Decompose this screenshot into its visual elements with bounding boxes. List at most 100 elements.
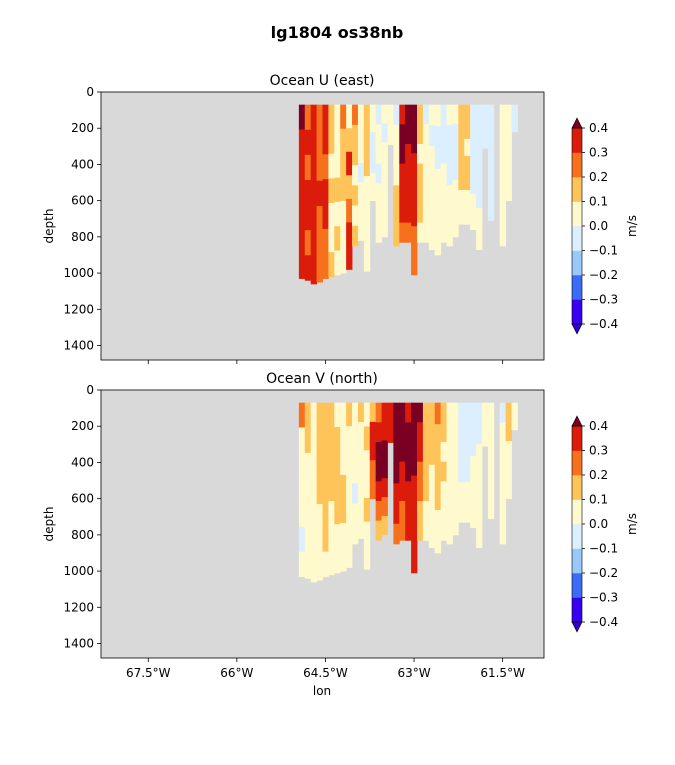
data-cell <box>422 202 430 224</box>
data-cell <box>393 185 400 206</box>
data-cell <box>452 180 459 200</box>
data-cell <box>298 104 306 130</box>
data-cell <box>375 163 382 184</box>
colorbar-tick-label: −0.2 <box>589 268 618 282</box>
y-tick-label: 400 <box>71 455 94 469</box>
colorbar: −0.4 −0.3 −0.2 −0.1 0.0 0.1 0.2 0.3 0.4 <box>571 415 618 633</box>
data-cell <box>422 144 430 165</box>
data-cell <box>298 427 306 453</box>
data-cell <box>452 199 459 219</box>
data-cell <box>363 402 371 427</box>
data-cell <box>304 503 312 529</box>
data-cell <box>298 452 306 478</box>
data-cell <box>310 402 317 429</box>
data-cell <box>357 221 365 241</box>
data-cell <box>328 476 335 502</box>
data-cell <box>393 443 400 464</box>
data-cell <box>464 190 471 208</box>
y-tick-label: 1400 <box>63 637 94 651</box>
data-cell <box>393 523 400 545</box>
data-cell <box>393 402 400 424</box>
data-cell <box>346 222 353 247</box>
data-cell <box>405 104 412 125</box>
data-cell <box>499 205 507 227</box>
data-cell <box>393 205 400 227</box>
data-cell <box>298 204 306 230</box>
data-cell <box>411 402 418 428</box>
colorbar-label: m/s <box>625 513 639 535</box>
data-cell <box>422 222 430 243</box>
data-cell <box>334 153 341 179</box>
data-cell <box>434 126 442 149</box>
data-cell <box>476 104 483 126</box>
data-cell <box>505 402 512 423</box>
data-cell <box>316 231 323 258</box>
data-cell <box>440 461 447 482</box>
data-cell <box>304 230 312 256</box>
data-cell <box>476 187 483 209</box>
data-cell <box>363 497 371 523</box>
data-cell <box>363 247 371 272</box>
data-cell <box>481 104 489 127</box>
data-cell <box>352 402 359 424</box>
y-axis-ticks: 0 200 400 600 800 1000 1200 1400 <box>63 85 101 353</box>
data-cell <box>322 477 329 503</box>
data-cell <box>434 190 442 213</box>
data-cell <box>304 104 312 131</box>
data-cell <box>446 523 453 545</box>
data-cell <box>352 463 359 484</box>
data-cell <box>328 104 335 130</box>
data-cell <box>476 526 483 548</box>
colorbar-segment <box>572 475 582 500</box>
data-cell <box>387 422 394 443</box>
data-cell <box>328 402 335 428</box>
colorbar-tick-label: 0.3 <box>589 146 608 160</box>
data-cell <box>458 462 465 483</box>
data-cell <box>334 128 341 154</box>
data-cell <box>375 183 382 204</box>
data-cell <box>369 460 377 480</box>
data-cell <box>458 172 465 191</box>
data-cell <box>499 145 507 166</box>
data-cell <box>310 479 317 506</box>
data-cell <box>316 453 323 480</box>
data-cell <box>481 424 489 447</box>
data-cell <box>381 161 388 181</box>
data-cell <box>446 185 453 206</box>
data-cell <box>316 402 323 429</box>
data-cell <box>310 232 317 259</box>
data-cell <box>446 463 453 484</box>
data-cell <box>458 121 465 140</box>
data-cell <box>440 481 447 502</box>
data-cell <box>440 520 447 541</box>
data-cell <box>352 104 359 126</box>
data-cell <box>511 402 518 431</box>
data-cell <box>422 104 430 125</box>
data-cell <box>458 482 465 503</box>
data-cell <box>417 104 424 125</box>
data-cell <box>440 124 447 145</box>
data-cell <box>322 526 329 553</box>
data-cell <box>476 228 483 250</box>
data-cell <box>505 460 512 480</box>
data-cell <box>499 124 507 146</box>
data-cell <box>316 256 323 283</box>
data-cell <box>405 124 412 145</box>
colorbar-tick-label: 0.3 <box>589 444 608 458</box>
data-cell <box>340 498 347 524</box>
data-cell <box>375 520 382 541</box>
data-cell <box>434 147 442 170</box>
data-cell <box>434 212 442 234</box>
data-cell <box>375 442 382 463</box>
data-cell <box>381 180 388 200</box>
colorbar-tick-label: −0.3 <box>589 293 618 307</box>
data-cell <box>417 124 424 145</box>
data-cell <box>393 124 400 146</box>
data-cell <box>452 123 459 143</box>
data-cell <box>476 423 483 445</box>
data-cell <box>363 128 371 153</box>
data-cell <box>328 525 335 551</box>
data-cell <box>346 104 353 129</box>
data-cell <box>476 444 483 466</box>
y-tick-label: 1000 <box>63 564 94 578</box>
